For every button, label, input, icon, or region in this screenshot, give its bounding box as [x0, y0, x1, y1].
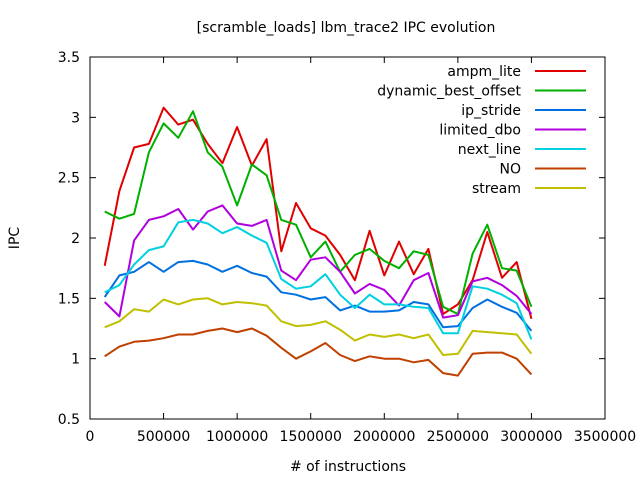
y-tick-label: 1.5: [58, 291, 80, 307]
x-tick-label: 3000000: [500, 429, 562, 445]
series-lines: [103, 106, 533, 377]
y-tick-label: 3.5: [58, 50, 80, 66]
series-line-stream: [104, 297, 533, 356]
series-line-dynamic-best-offset: [104, 110, 533, 315]
x-tick-label: 2500000: [427, 429, 489, 445]
y-tick-label: 3: [71, 110, 80, 126]
y-tick-label: 2.5: [58, 171, 80, 187]
x-axis-ticks: 0 500000 1000000 1500000 2000000 2500000 30000…: [86, 57, 636, 445]
x-tick-label: 3500000: [574, 429, 636, 445]
legend-label: ip_stride: [461, 103, 521, 119]
x-axis-label: # of instructions: [290, 459, 406, 475]
y-axis-ticks: 0.5 1 1.5 2 2.5 3 3.5: [58, 50, 605, 428]
y-axis-label: IPC: [7, 227, 23, 250]
legend-label: dynamic_best_offset: [377, 84, 521, 100]
legend: ampm_lite dynamic_best_offset ip_stridelim…: [377, 64, 586, 197]
y-tick-label: 0.5: [58, 412, 80, 428]
x-tick-label: 0: [86, 429, 95, 445]
legend-label: limited_dbo: [439, 123, 521, 139]
chart-title: [scramble_loads] lbm_trace2 IPC evolutio…: [197, 20, 496, 36]
x-tick-label: 500000: [137, 429, 190, 445]
y-tick-label: 1: [71, 352, 80, 368]
x-tick-label: 2000000: [353, 429, 415, 445]
series-line-next-line: [104, 218, 533, 340]
x-tick-label: 1500000: [280, 429, 342, 445]
series-line-limited-dbo: [104, 204, 533, 319]
x-tick-label: 1000000: [206, 429, 268, 445]
legend-label: NO: [500, 162, 522, 178]
legend-label: next_line: [458, 142, 521, 158]
legend-label: stream: [472, 181, 521, 197]
series-line-no: [104, 327, 533, 377]
y-tick-label: 2: [71, 231, 80, 247]
legend-label: ampm_lite: [447, 64, 521, 80]
